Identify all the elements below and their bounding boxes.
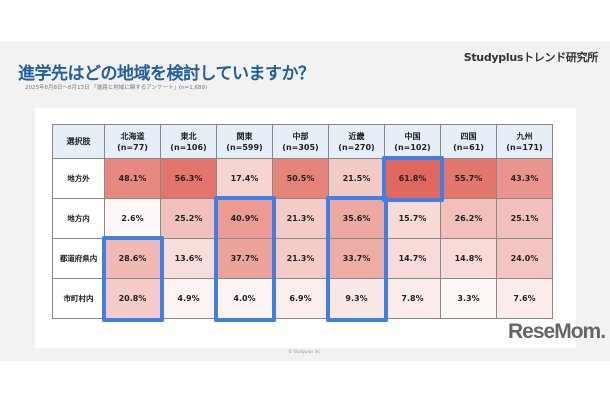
table-row: 地方内 2.6% 25.2% 40.9% 21.3% 35.6% 15.7% 26.2% 25.…	[52, 198, 553, 239]
sample-size: (n=102)	[394, 142, 431, 152]
highlight-box	[213, 195, 276, 322]
heat-cell: 21.3%	[272, 238, 329, 279]
heat-cell: 25.1%	[496, 198, 553, 239]
heat-cell: 56.3%	[160, 158, 217, 199]
heat-cell: 7.8%	[384, 278, 441, 319]
column-header: 北海道 (n=77)	[104, 124, 161, 159]
sample-size: (n=305)	[282, 142, 319, 152]
heat-cell: 33.7%	[328, 238, 385, 279]
heat-cell: 15.7%	[384, 198, 441, 239]
region-name: 北海道	[120, 131, 145, 141]
column-header: 九州 (n=171)	[496, 124, 553, 159]
region-name: 関東	[236, 131, 253, 141]
heat-cell: 28.6%	[104, 238, 161, 279]
heat-cell: 24.0%	[496, 238, 553, 279]
table-row: 都道府県内 28.6% 13.6% 37.7% 21.3% 33.7% 14.7% 14.8%…	[52, 238, 553, 279]
copyright: © Studyplus Inc.	[288, 349, 322, 354]
column-header: 中部 (n=305)	[272, 124, 329, 159]
heat-cell: 21.5%	[328, 158, 385, 199]
region-name: 四国	[460, 131, 477, 141]
column-header: 近畿 (n=270)	[328, 124, 385, 159]
brand-label: Studyplusトレンド研究所	[463, 51, 599, 64]
sample-size: (n=61)	[453, 142, 484, 152]
column-header: 関東 (n=599)	[216, 124, 273, 159]
sample-size: (n=171)	[506, 142, 543, 152]
sample-size: (n=106)	[170, 142, 207, 152]
heat-cell: 21.3%	[272, 198, 329, 239]
corner-header: 選択肢	[52, 124, 105, 159]
region-name: 近畿	[348, 131, 365, 141]
heat-cell: 4.9%	[160, 278, 217, 319]
heat-cell: 25.2%	[160, 198, 217, 239]
page-title: 進学先はどの地域を検討していますか？	[18, 64, 315, 84]
heat-cell: 6.9%	[272, 278, 329, 319]
table-row: 市町村内 20.8% 4.9% 4.0% 6.9% 9.3% 7.8% 3.3% 7.6%	[52, 278, 553, 319]
region-name: 中国	[404, 131, 421, 141]
column-header: 東北 (n=106)	[160, 124, 217, 159]
heat-cell: 17.4%	[216, 158, 273, 199]
heat-cell: 20.8%	[104, 278, 161, 319]
heat-cell: 3.3%	[440, 278, 497, 319]
column-header: 中国 (n=102)	[384, 124, 441, 159]
column-header: 四国 (n=61)	[440, 124, 497, 159]
heat-cell: 43.3%	[496, 158, 553, 199]
heat-cell: 14.7%	[384, 238, 441, 279]
sample-size: (n=270)	[338, 142, 375, 152]
highlight-box	[381, 155, 444, 202]
heat-cell: 4.0%	[216, 278, 273, 319]
sample-size: (n=77)	[117, 142, 148, 152]
heat-cell: 2.6%	[104, 198, 161, 239]
row-label: 地方内	[52, 198, 105, 239]
heat-cell: 50.5%	[272, 158, 329, 199]
highlight-box	[325, 195, 388, 322]
highlight-box	[101, 235, 164, 322]
row-label: 地方外	[52, 158, 105, 199]
row-label: 都道府県内	[52, 238, 105, 279]
table-row: 地方外 48.1% 56.3% 17.4% 50.5% 21.5% 61.8% 55.7% 43…	[52, 158, 553, 199]
header-row: 選択肢 北海道 (n=77) 東北 (n=106) 関東 (n=599) 中部 (n=305)…	[52, 124, 553, 159]
survey-subtitle: 2025年8月8日～8月13日 「進路と地域に関するアンケート」(n=1,689…	[25, 85, 208, 91]
heat-cell: 48.1%	[104, 158, 161, 199]
region-name: 九州	[516, 131, 533, 141]
row-label: 市町村内	[52, 278, 105, 319]
heat-cell: 13.6%	[160, 238, 217, 279]
heat-cell: 7.6%	[496, 278, 553, 319]
resemom-logo: ReseMom.	[508, 320, 606, 343]
heat-cell: 55.7%	[440, 158, 497, 199]
sample-size: (n=599)	[226, 142, 263, 152]
region-name: 中部	[292, 131, 309, 141]
heat-cell: 35.6%	[328, 198, 385, 239]
heat-cell: 26.2%	[440, 198, 497, 239]
heat-cell: 14.8%	[440, 238, 497, 279]
region-name: 東北	[180, 131, 197, 141]
